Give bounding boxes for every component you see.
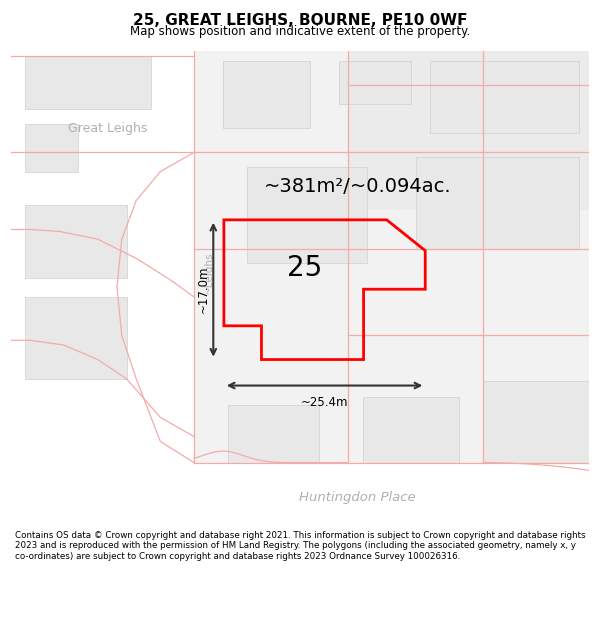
Bar [25,206,127,278]
Text: ~25.4m: ~25.4m [301,396,349,409]
Bar [416,158,580,249]
Text: Map shows position and indicative extent of the property.: Map shows position and indicative extent… [130,26,470,39]
Text: ~Leighs: ~Leighs [203,252,214,294]
Text: ~17.0m: ~17.0m [197,266,210,314]
Bar [194,51,589,462]
Bar [483,381,589,462]
Bar [338,61,411,104]
Bar [25,56,151,109]
Bar [430,61,580,133]
Bar [228,405,319,462]
Bar [362,397,459,462]
Text: Huntingdon Place: Huntingdon Place [299,491,416,504]
Polygon shape [11,51,194,462]
Text: 25, GREAT LEIGHS, BOURNE, PE10 0WF: 25, GREAT LEIGHS, BOURNE, PE10 0WF [133,12,467,28]
Text: ~381m²/~0.094ac.: ~381m²/~0.094ac. [264,177,452,196]
Bar [25,124,79,172]
Text: Great Leighs: Great Leighs [68,122,147,135]
Bar [223,61,310,128]
Text: Contains OS data © Crown copyright and database right 2021. This information is : Contains OS data © Crown copyright and d… [15,531,586,561]
Text: 25: 25 [287,254,322,282]
Bar [348,51,589,210]
Bar [247,167,367,263]
Bar [11,462,589,528]
Bar [25,297,127,379]
